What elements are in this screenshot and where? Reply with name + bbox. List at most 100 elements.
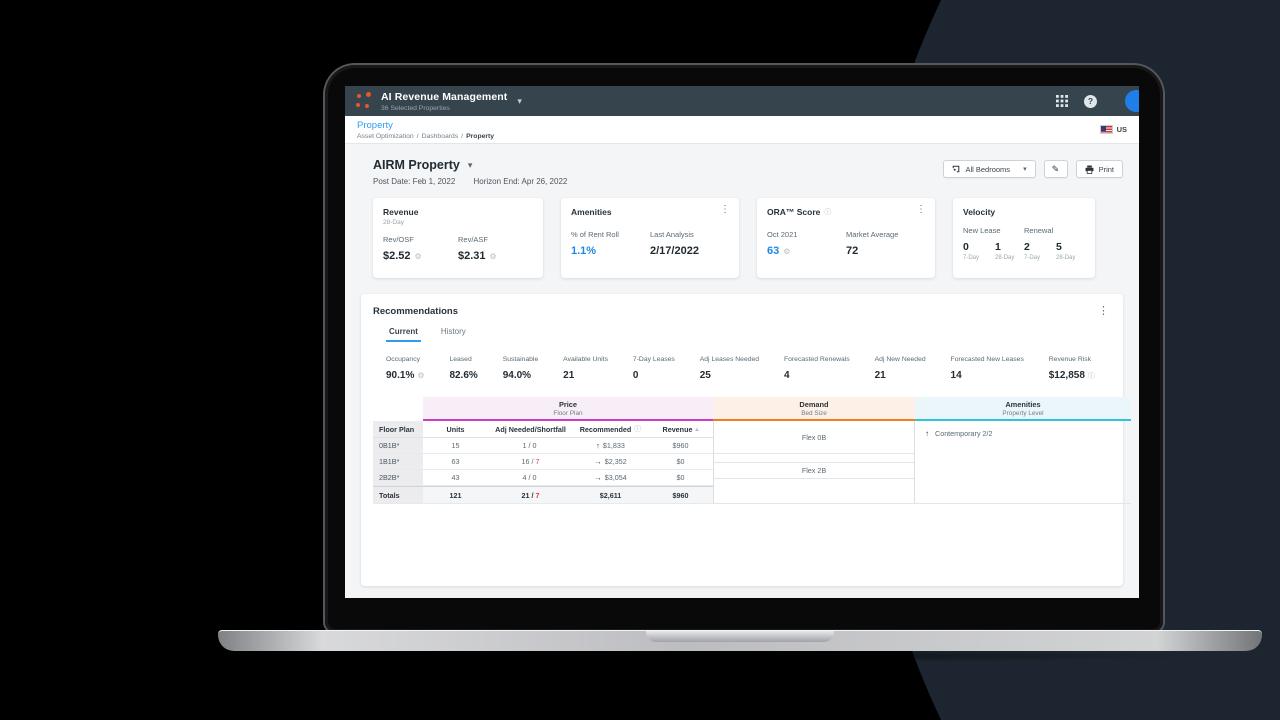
rent-roll-value: 1.1% <box>571 245 597 257</box>
crumb-separator: / <box>461 132 464 140</box>
table-row-cell: $960 <box>648 438 713 454</box>
breadcrumb-page-link[interactable]: Property <box>357 119 393 131</box>
demand-cell: Flex 0B <box>714 421 914 454</box>
ora-month-label: Oct 2021 <box>767 230 798 239</box>
group-demand: Demand Bed Size <box>713 397 915 421</box>
trend-arrow-icon: → <box>594 473 602 482</box>
bedrooms-select-label: All Bedrooms <box>965 164 1011 174</box>
table-row-cell: 1 / 0 <box>488 438 573 454</box>
stat-leased: Leased 82.6% <box>449 356 478 381</box>
crumb-dashboards[interactable]: Dashboards <box>421 132 459 140</box>
amenities-card-title: Amenities <box>571 207 612 217</box>
table-row-cell: → $3,054 <box>573 470 648 486</box>
edit-button[interactable]: ✎ <box>1043 160 1068 178</box>
page-title: AIRM Property <box>373 158 460 172</box>
print-button[interactable]: Print <box>1075 160 1123 178</box>
breadcrumb: Property Asset Optimization / Dashboards / P… <box>357 120 494 140</box>
header-recommended: Recommended ⓘ <box>573 421 648 438</box>
print-button-label: Print <box>1098 164 1114 174</box>
velocity-card-title: Velocity <box>963 207 996 217</box>
kebab-menu-icon[interactable]: ⋮ <box>1098 305 1109 317</box>
table-row-cell: $0 <box>648 454 713 470</box>
info-icon: ⓘ <box>824 209 832 216</box>
help-icon[interactable]: ? <box>1084 94 1097 108</box>
table-row-cell: 16 /7 <box>488 454 573 470</box>
table-row-cell: 4 / 0 <box>488 470 573 486</box>
renewal-28day: 5 28-Day <box>1056 241 1076 261</box>
app-logo-icon <box>355 92 373 110</box>
locale-label[interactable]: US <box>1116 125 1127 134</box>
table-row-cell: 0B1B* <box>373 438 423 454</box>
apps-grid-icon[interactable] <box>1056 95 1068 107</box>
table-row-cell: 2B2B* <box>373 470 423 486</box>
demand-cell <box>714 479 914 503</box>
app-title: AI Revenue Management <box>381 90 508 103</box>
revenue-card-period: 28-Day <box>383 219 404 226</box>
stat-forecasted-new-leases: Forecasted New Leases 14 <box>950 356 1024 381</box>
table-row-cell: → $2,352 <box>573 454 648 470</box>
stats-row: Occupancy 90.1% ⚙ Leased 82.6% Sustainabl… <box>386 356 1095 381</box>
rev-osf-value: $2.52 <box>383 250 411 262</box>
bedrooms-select[interactable]: All Bedrooms ▾ <box>943 160 1036 178</box>
laptop-lid: AI Revenue Management 36 Selected Proper… <box>325 65 1163 632</box>
crumb-property: Property <box>466 132 495 140</box>
page-header: AIRM Property ▾ Post Date: Feb 1, 2022 H… <box>373 158 583 186</box>
property-chevron-down-icon[interactable]: ▾ <box>467 159 473 170</box>
totals-adj-needed: 21 /7 <box>488 486 573 504</box>
bedrooms-icon <box>953 165 960 173</box>
arrow-up-icon: ↑ <box>925 429 929 438</box>
revenue-card-title: Revenue <box>383 207 419 217</box>
stat-sustainable: Sustainable 94.0% <box>502 356 539 381</box>
new-lease-label: New Lease <box>963 226 1001 235</box>
app-title-block: AI Revenue Management 36 Selected Proper… <box>381 91 507 112</box>
ora-score-value: 63 <box>767 245 780 257</box>
table-row-cell: 1B1B* <box>373 454 423 470</box>
laptop-screen: AI Revenue Management 36 Selected Proper… <box>345 86 1139 598</box>
revenue-card: Revenue 28-Day Rev/OSF $2.52 ⚙ Rev/ASF $2… <box>373 198 543 278</box>
amenity-label: Contemporary 2/2 <box>935 429 993 438</box>
tab-current[interactable]: Current <box>386 327 421 342</box>
table-row-cell: 63 <box>423 454 488 470</box>
properties-chevron-down-icon[interactable]: ▾ <box>517 95 522 106</box>
printer-icon <box>1085 165 1094 174</box>
tab-history[interactable]: History <box>440 327 466 336</box>
gear-icon: ⚙ <box>417 371 425 380</box>
recommendations-tabs: Current History <box>361 327 1123 342</box>
demand-cell: Flex 2B <box>714 463 914 479</box>
ora-card-title: ORA™ Score <box>767 207 821 217</box>
header-floor-plan: Floor Plan <box>373 421 423 438</box>
laptop-base <box>218 630 1262 651</box>
pencil-icon: ✎ <box>1051 163 1060 174</box>
new-lease-7day: 0 7-Day <box>963 241 980 261</box>
header-units: Units <box>423 421 488 438</box>
crumb-asset-optimization[interactable]: Asset Optimization <box>357 132 414 140</box>
last-analysis-label: Last Analysis <box>650 230 694 239</box>
stat-adj-leases-needed: Adj Leases Needed 25 <box>699 356 760 381</box>
info-icon: ⓘ <box>634 426 642 433</box>
totals-recommended: $2,611 <box>573 486 648 504</box>
kebab-menu-icon[interactable]: ⋮ <box>916 204 926 215</box>
demand-column: Flex 0B Flex 2B <box>713 421 915 504</box>
table-row-cell: $0 <box>648 470 713 486</box>
amenities-card: Amenities ⋮ % of Rent Roll 1.1% Last Ana… <box>561 198 739 278</box>
crumb-separator: / <box>416 132 419 140</box>
rev-asf-value: $2.31 <box>458 250 486 262</box>
recommendations-title: Recommendations <box>373 306 458 317</box>
kebab-menu-icon[interactable]: ⋮ <box>720 204 730 215</box>
avatar[interactable] <box>1125 90 1139 112</box>
header-revenue[interactable]: Revenue ▵ <box>648 421 713 438</box>
totals-units: 121 <box>423 486 488 504</box>
group-spacer <box>373 397 423 421</box>
recommendations-card: Recommendations ⋮ Current History Occupa… <box>361 294 1131 586</box>
totals-revenue: $960 <box>648 486 713 504</box>
main-content: AIRM Property ▾ Post Date: Feb 1, 2022 H… <box>345 144 1139 598</box>
table-row-cell: 43 <box>423 470 488 486</box>
group-price: Price Floor Plan <box>423 397 713 421</box>
market-average-value: 72 <box>846 245 859 257</box>
trend-arrow-icon: ↑ <box>596 441 600 450</box>
stat-7day-leases: 7-Day Leases 0 <box>632 356 675 381</box>
gear-icon: ⚙ <box>489 251 497 261</box>
market-average-label: Market Average <box>846 230 899 239</box>
group-amenities: Amenities Property Level <box>915 397 1131 421</box>
